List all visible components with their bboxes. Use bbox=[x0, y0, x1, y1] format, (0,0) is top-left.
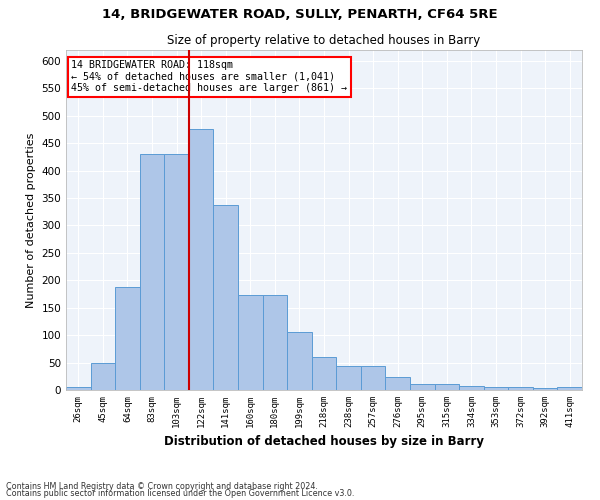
Bar bbox=[214, 204, 238, 390]
Bar bbox=[66, 388, 91, 390]
Bar bbox=[164, 154, 189, 390]
Text: 14 BRIDGEWATER ROAD: 118sqm
← 54% of detached houses are smaller (1,041)
45% of : 14 BRIDGEWATER ROAD: 118sqm ← 54% of det… bbox=[71, 60, 347, 94]
Bar bbox=[238, 294, 263, 390]
Bar bbox=[336, 366, 361, 390]
Text: Contains public sector information licensed under the Open Government Licence v3: Contains public sector information licen… bbox=[6, 490, 355, 498]
Bar bbox=[557, 388, 582, 390]
Bar bbox=[508, 388, 533, 390]
Bar bbox=[434, 384, 459, 390]
Bar bbox=[361, 366, 385, 390]
Bar bbox=[287, 332, 312, 390]
Bar bbox=[459, 386, 484, 390]
Bar bbox=[140, 154, 164, 390]
X-axis label: Distribution of detached houses by size in Barry: Distribution of detached houses by size … bbox=[164, 436, 484, 448]
Bar bbox=[484, 388, 508, 390]
Bar bbox=[115, 287, 140, 390]
Y-axis label: Number of detached properties: Number of detached properties bbox=[26, 132, 36, 308]
Title: Size of property relative to detached houses in Barry: Size of property relative to detached ho… bbox=[167, 34, 481, 48]
Bar bbox=[385, 377, 410, 390]
Bar bbox=[263, 294, 287, 390]
Bar bbox=[533, 388, 557, 390]
Text: 14, BRIDGEWATER ROAD, SULLY, PENARTH, CF64 5RE: 14, BRIDGEWATER ROAD, SULLY, PENARTH, CF… bbox=[102, 8, 498, 20]
Text: Contains HM Land Registry data © Crown copyright and database right 2024.: Contains HM Land Registry data © Crown c… bbox=[6, 482, 318, 491]
Bar bbox=[189, 129, 214, 390]
Bar bbox=[91, 362, 115, 390]
Bar bbox=[312, 357, 336, 390]
Bar bbox=[410, 384, 434, 390]
